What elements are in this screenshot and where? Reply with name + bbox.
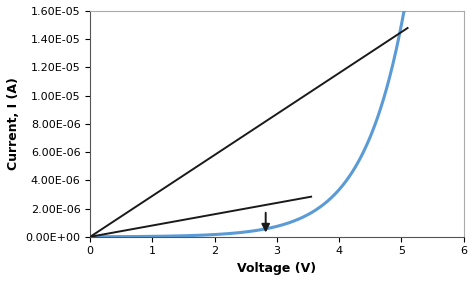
X-axis label: Voltage (V): Voltage (V) [237,262,317,275]
Y-axis label: Current, I (A): Current, I (A) [7,78,20,170]
